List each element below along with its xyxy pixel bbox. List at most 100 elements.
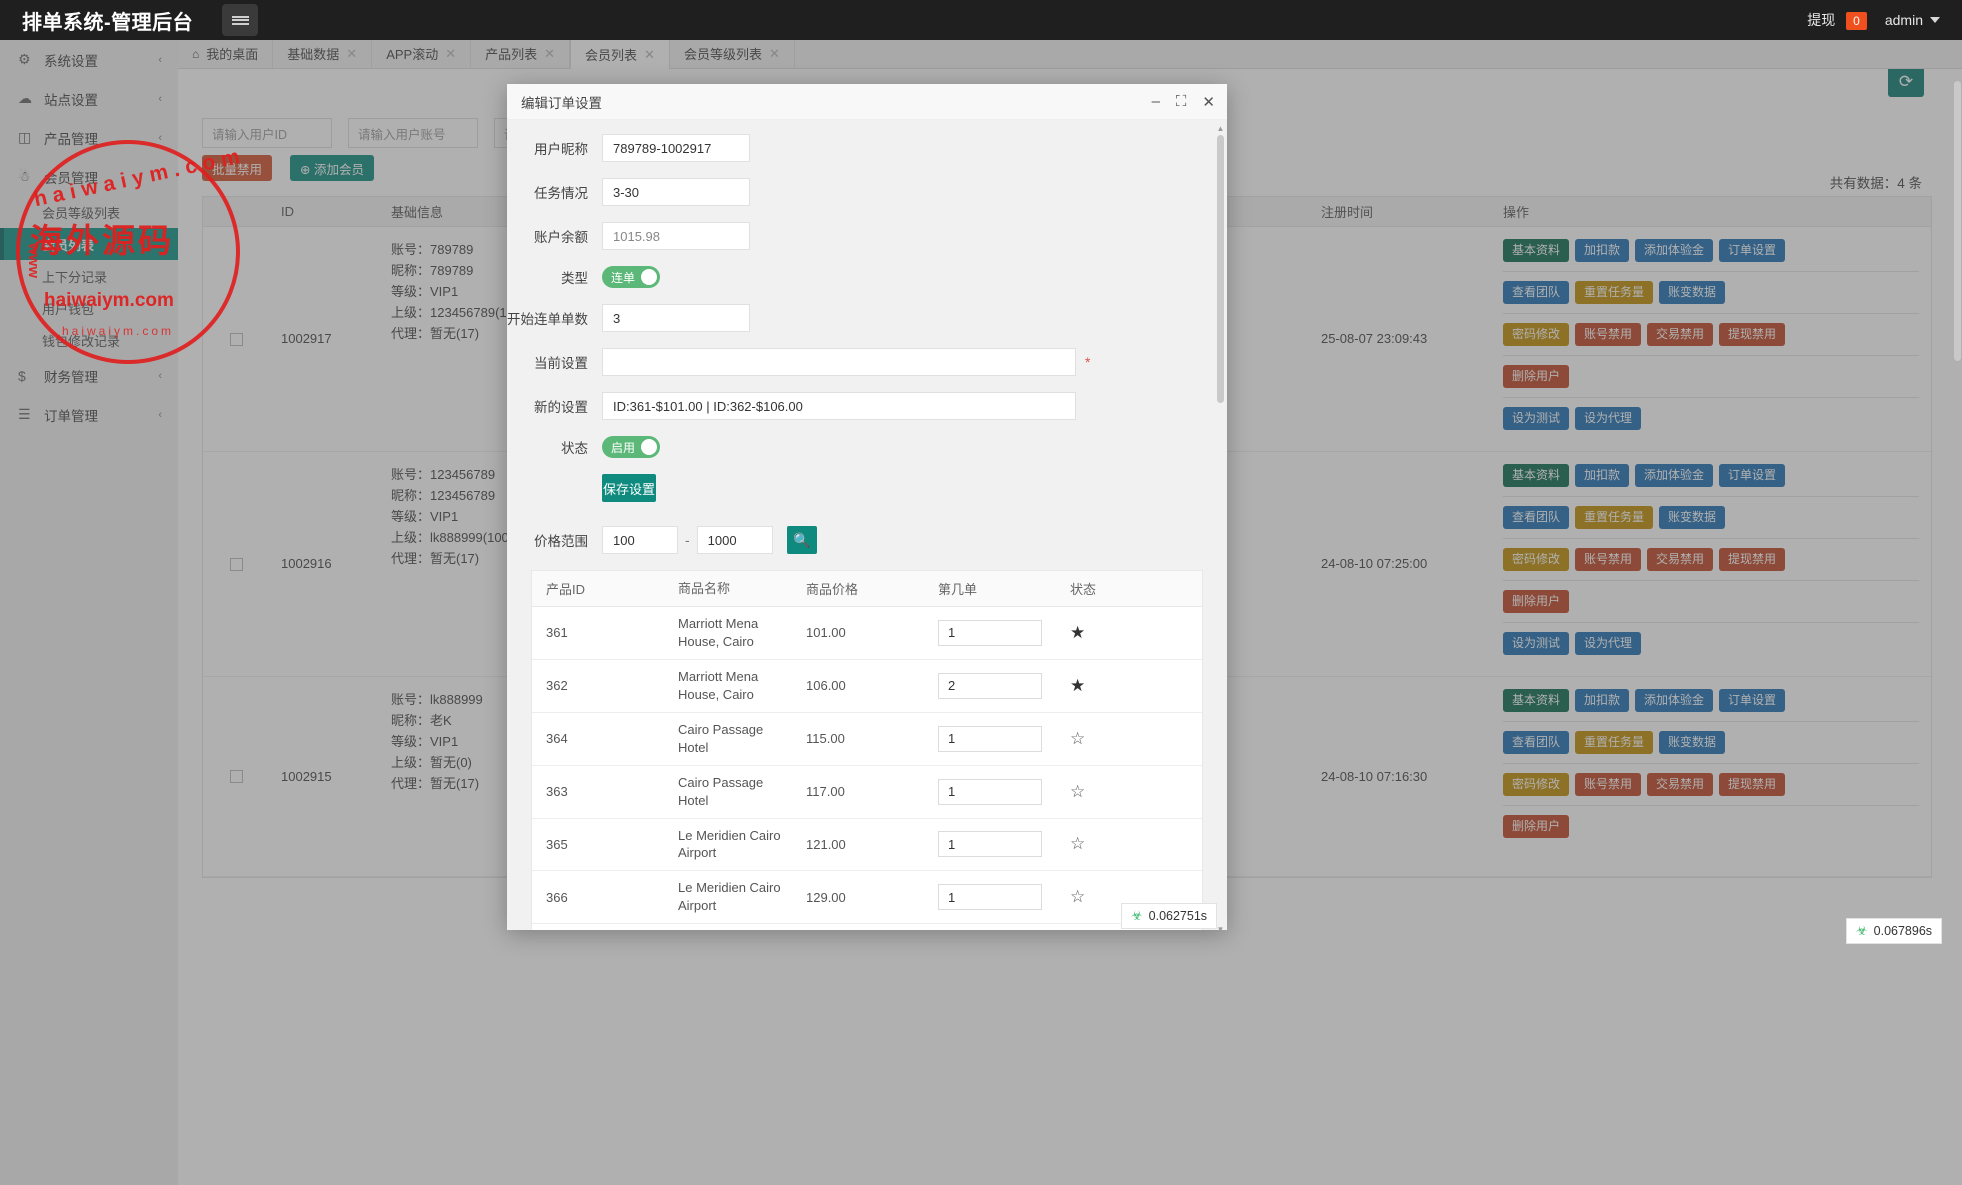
account-balance-input[interactable]: 1015.98 <box>602 222 750 250</box>
maximize-icon[interactable]: ⛶ <box>1175 93 1187 110</box>
scrollbar-thumb[interactable] <box>1954 81 1961 361</box>
search-icon[interactable]: 🔍 <box>786 526 817 554</box>
action-button[interactable]: 账变数据 <box>1659 731 1726 754</box>
sidebar-subitem-member-list[interactable]: 会员列表 <box>0 228 178 260</box>
action-button[interactable]: 查看团队 <box>1503 506 1570 529</box>
price-max-input[interactable]: 1000 <box>696 526 773 554</box>
action-button[interactable]: 设为代理 <box>1575 407 1642 430</box>
action-button[interactable]: 基本资料 <box>1503 464 1570 487</box>
action-button[interactable]: 账变数据 <box>1659 281 1726 304</box>
scroll-up-icon[interactable]: ▲ <box>1216 124 1225 133</box>
tab-basic-data[interactable]: 基础数据 ✕ <box>273 39 373 68</box>
status-toggle[interactable]: 启用 <box>602 436 661 458</box>
sidebar-item-site-settings[interactable]: ☁ 站点设置 ‹ <box>0 79 178 118</box>
star-outline-icon[interactable]: ☆ <box>1070 781 1086 801</box>
action-button[interactable]: 订单设置 <box>1719 689 1786 712</box>
minimize-icon[interactable]: – <box>1151 93 1160 110</box>
action-button[interactable]: 密码修改 <box>1503 773 1570 796</box>
search-input-user-account[interactable]: 请输入用户账号 <box>348 118 478 148</box>
action-button[interactable]: 设为测试 <box>1503 407 1570 430</box>
admin-menu[interactable]: admin <box>1885 12 1940 28</box>
order-number-input[interactable]: 1 <box>938 778 1042 805</box>
action-button[interactable]: 交易禁用 <box>1647 548 1714 571</box>
tab-app-scroll[interactable]: APP滚动 ✕ <box>372 39 472 68</box>
order-number-input[interactable]: 2 <box>938 672 1042 699</box>
action-button[interactable]: 交易禁用 <box>1647 773 1714 796</box>
nickname-input[interactable]: 789789-1002917 <box>602 134 750 162</box>
order-number-input[interactable]: 1 <box>938 725 1042 752</box>
type-toggle[interactable]: 连单 <box>602 266 661 288</box>
action-button[interactable]: 密码修改 <box>1503 548 1570 571</box>
action-button[interactable]: 基本资料 <box>1503 689 1570 712</box>
action-button[interactable]: 账变数据 <box>1659 506 1726 529</box>
row-checkbox[interactable] <box>229 770 243 783</box>
action-button[interactable]: 账号禁用 <box>1575 773 1642 796</box>
start-count-input[interactable]: 3 <box>602 304 750 332</box>
row-checkbox[interactable] <box>229 557 243 571</box>
tab-product-list[interactable]: 产品列表 ✕ <box>471 39 571 68</box>
withdraw-indicator[interactable]: 提现 0 <box>1807 10 1867 30</box>
tab-member-list[interactable]: 会员列表 ✕ <box>570 39 670 69</box>
star-outline-icon[interactable]: ☆ <box>1070 834 1086 854</box>
sidebar-subitem-wallet-change-records[interactable]: 钱包修改记录 <box>0 324 178 356</box>
save-settings-button[interactable]: 保存设置 <box>602 474 656 502</box>
action-button[interactable]: 添加体验金 <box>1635 689 1714 712</box>
sidebar-item-finance-management[interactable]: $ 财务管理 ‹ <box>0 356 178 395</box>
action-button[interactable]: 删除用户 <box>1503 365 1570 388</box>
sidebar-subitem-points-records[interactable]: 上下分记录 <box>0 260 178 292</box>
action-button[interactable]: 删除用户 <box>1503 590 1570 613</box>
close-icon[interactable]: ✕ <box>544 45 556 61</box>
new-setting-input[interactable]: ID:361-$101.00 | ID:362-$106.00 <box>602 392 1076 420</box>
action-button[interactable]: 添加体验金 <box>1635 239 1714 262</box>
star-outline-icon[interactable]: ☆ <box>1070 728 1086 748</box>
refresh-icon[interactable]: ⟳ <box>1888 67 1924 97</box>
action-button[interactable]: 添加体验金 <box>1635 464 1714 487</box>
add-member-button[interactable]: ⊕ 添加会员 <box>290 155 374 181</box>
current-setting-input[interactable] <box>602 348 1076 376</box>
sidebar-item-order-management[interactable]: ☰ 订单管理 ‹ <box>0 395 178 434</box>
order-number-input[interactable]: 1 <box>938 831 1042 858</box>
action-button[interactable]: 查看团队 <box>1503 281 1570 304</box>
order-number-input[interactable]: 1 <box>938 884 1042 911</box>
action-button[interactable]: 查看团队 <box>1503 731 1570 754</box>
action-button[interactable]: 提现禁用 <box>1719 323 1786 346</box>
action-button[interactable]: 订单设置 <box>1719 464 1786 487</box>
action-button[interactable]: 加扣款 <box>1575 239 1630 262</box>
action-button[interactable]: 提现禁用 <box>1719 548 1786 571</box>
star-outline-icon[interactable]: ☆ <box>1070 887 1086 907</box>
action-button[interactable]: 账号禁用 <box>1575 323 1642 346</box>
sidebar-subitem-member-level-list[interactable]: 会员等级列表 <box>0 196 178 228</box>
close-icon[interactable]: ✕ <box>346 45 358 61</box>
main-scrollbar[interactable] <box>1953 69 1962 1185</box>
star-filled-icon[interactable]: ★ <box>1070 675 1086 695</box>
action-button[interactable]: 交易禁用 <box>1647 323 1714 346</box>
close-icon[interactable]: ✕ <box>445 45 457 61</box>
tab-my-desktop[interactable]: ⌂ 我的桌面 <box>178 39 274 68</box>
hamburger-icon[interactable] <box>222 4 258 36</box>
action-button[interactable]: 密码修改 <box>1503 323 1570 346</box>
close-icon[interactable]: ✕ <box>644 46 655 62</box>
action-button[interactable]: 提现禁用 <box>1719 773 1786 796</box>
sidebar-item-system-settings[interactable]: ⚙ 系统设置 ‹ <box>0 40 178 79</box>
action-button[interactable]: 加扣款 <box>1575 464 1630 487</box>
close-icon[interactable]: ✕ <box>768 45 780 61</box>
tab-member-level-list[interactable]: 会员等级列表 ✕ <box>670 39 795 68</box>
order-number-input[interactable]: 1 <box>938 619 1042 646</box>
action-button[interactable]: 重置任务量 <box>1575 731 1654 754</box>
action-button[interactable]: 基本资料 <box>1503 239 1570 262</box>
action-button[interactable]: 订单设置 <box>1719 239 1786 262</box>
action-button[interactable]: 加扣款 <box>1575 689 1630 712</box>
price-min-input[interactable]: 100 <box>602 526 678 554</box>
sidebar-subitem-user-wallet[interactable]: 用户钱包 <box>0 292 178 324</box>
action-button[interactable]: 设为代理 <box>1575 632 1642 655</box>
scrollbar-thumb[interactable] <box>1217 135 1224 403</box>
action-button[interactable]: 重置任务量 <box>1575 281 1654 304</box>
action-button[interactable]: 设为测试 <box>1503 632 1570 655</box>
action-button[interactable]: 删除用户 <box>1503 815 1570 838</box>
scroll-down-icon[interactable]: ▼ <box>1216 925 1225 930</box>
task-status-input[interactable]: 3-30 <box>602 178 750 206</box>
dialog-scrollbar[interactable]: ▲ ▼ <box>1216 124 1225 930</box>
action-button[interactable]: 账号禁用 <box>1575 548 1642 571</box>
sidebar-item-member-management[interactable]: ☃ 会员管理 ‹ <box>0 157 178 196</box>
action-button[interactable]: 重置任务量 <box>1575 506 1654 529</box>
